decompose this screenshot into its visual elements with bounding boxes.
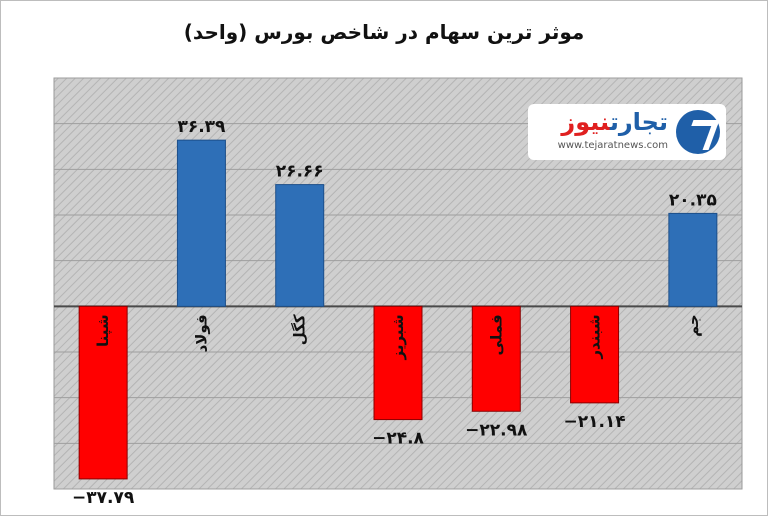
bar — [471, 305, 521, 412]
data-label: ۲۶.۶۶ — [276, 162, 324, 182]
logo-brand-part1: تجارت — [609, 108, 668, 136]
data-label: ۳۶.۳۹ — [177, 117, 226, 137]
category-label: فولاد — [192, 314, 210, 352]
data-label: ۲۰.۳۵ — [669, 190, 717, 210]
data-label: −۲۱.۱۴ — [563, 412, 625, 432]
logo: تجارتنیوز www.tejaratnews.com — [528, 104, 726, 160]
data-label: −۲۴.۸ — [372, 429, 424, 449]
logo-icon — [676, 110, 720, 154]
category-label: فملی — [487, 314, 505, 355]
bar — [373, 305, 423, 421]
category-label: جم — [684, 314, 702, 337]
bar — [176, 139, 226, 307]
category-label: شپنا — [94, 314, 113, 347]
data-label: −۳۷.۷۹ — [72, 488, 135, 508]
category-label: شبندر — [586, 314, 604, 359]
bar — [78, 305, 128, 480]
data-label: −۲۲.۹۸ — [465, 420, 528, 440]
category-label: شبریز — [389, 314, 407, 360]
category-label: کگل — [291, 314, 309, 345]
logo-brand: تجارتنیوز — [561, 108, 668, 136]
bar — [275, 184, 325, 307]
logo-brand-part2: نیوز — [561, 108, 610, 136]
logo-url: www.tejaratnews.com — [557, 140, 668, 151]
chart-title: موثر ترین سهام در شاخص بورس (واحد) — [183, 20, 585, 44]
bar — [668, 212, 718, 307]
bar — [570, 305, 620, 404]
